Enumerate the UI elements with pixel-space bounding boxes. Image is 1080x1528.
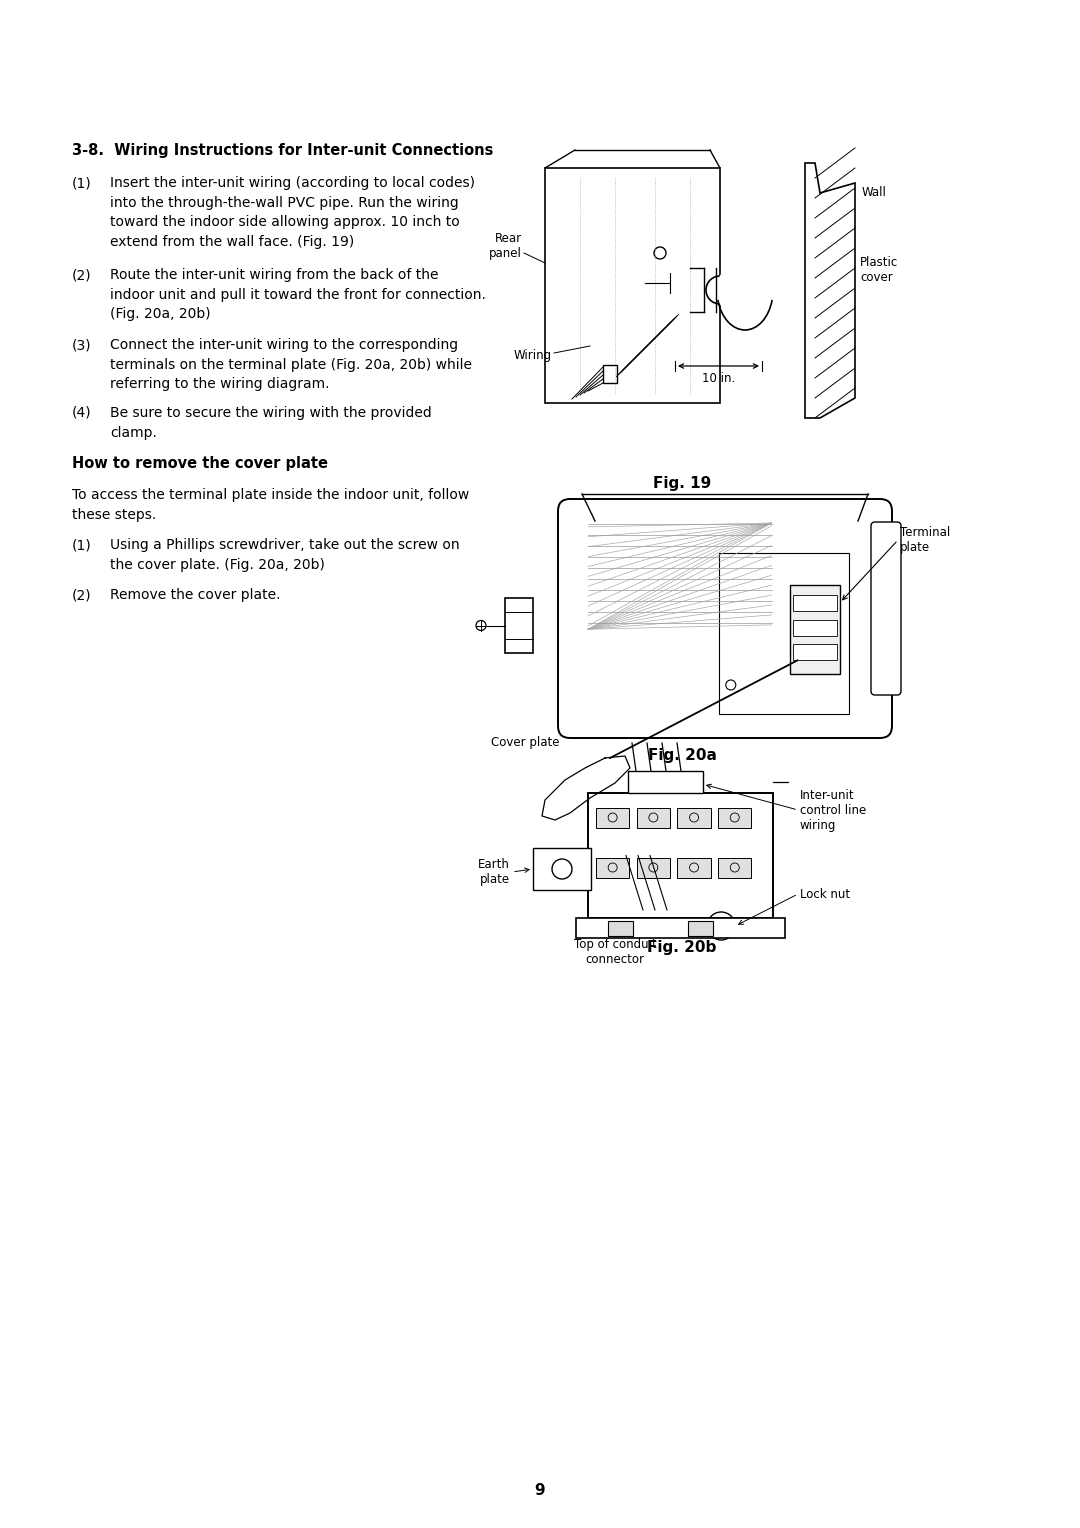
Text: (1): (1) <box>72 176 92 189</box>
Text: Fig. 19: Fig. 19 <box>653 477 711 490</box>
Bar <box>505 597 534 652</box>
Text: these steps.: these steps. <box>72 507 157 521</box>
Circle shape <box>731 277 759 304</box>
Text: 10 in.: 10 in. <box>702 371 735 385</box>
Text: into the through-the-wall PVC pipe. Run the wiring: into the through-the-wall PVC pipe. Run … <box>110 196 459 209</box>
Text: referring to the wiring diagram.: referring to the wiring diagram. <box>110 377 329 391</box>
Bar <box>637 857 670 877</box>
Bar <box>688 921 713 937</box>
Text: Using a Phillips screwdriver, take out the screw on: Using a Phillips screwdriver, take out t… <box>110 538 460 552</box>
Bar <box>718 857 752 877</box>
Text: terminals on the terminal plate (Fig. 20a, 20b) while: terminals on the terminal plate (Fig. 20… <box>110 358 472 371</box>
Text: Wall: Wall <box>862 186 887 199</box>
Text: Terminal
plate: Terminal plate <box>900 526 950 555</box>
Text: Fig. 20a: Fig. 20a <box>648 749 716 762</box>
Bar <box>588 793 773 918</box>
Text: Remove the cover plate.: Remove the cover plate. <box>110 588 281 602</box>
FancyBboxPatch shape <box>558 500 892 738</box>
Text: (1): (1) <box>72 538 92 552</box>
Bar <box>637 807 670 828</box>
Text: Fig. 20b: Fig. 20b <box>647 940 717 955</box>
Bar <box>718 807 752 828</box>
Text: 9: 9 <box>535 1484 545 1497</box>
Bar <box>596 857 630 877</box>
Bar <box>791 585 840 674</box>
Polygon shape <box>805 163 855 419</box>
Text: Be sure to secure the wiring with the provided: Be sure to secure the wiring with the pr… <box>110 406 432 420</box>
Text: (Fig. 20a, 20b): (Fig. 20a, 20b) <box>110 307 211 321</box>
Text: extend from the wall face. (Fig. 19): extend from the wall face. (Fig. 19) <box>110 234 354 249</box>
Bar <box>794 619 837 636</box>
Text: Inter-unit
control line
wiring: Inter-unit control line wiring <box>800 788 866 831</box>
Text: (3): (3) <box>72 338 92 351</box>
Bar <box>534 848 591 889</box>
Text: Top of conduit
connector: Top of conduit connector <box>573 938 657 966</box>
Text: Wiring: Wiring <box>514 350 552 362</box>
FancyBboxPatch shape <box>870 523 901 695</box>
Text: Route the inter-unit wiring from the back of the: Route the inter-unit wiring from the bac… <box>110 267 438 283</box>
Text: (4): (4) <box>72 406 92 420</box>
Circle shape <box>717 261 773 318</box>
Bar <box>794 594 837 611</box>
Text: Connect the inter-unit wiring to the corresponding: Connect the inter-unit wiring to the cor… <box>110 338 458 351</box>
Text: (2): (2) <box>72 588 92 602</box>
Text: Rear
panel: Rear panel <box>489 232 522 260</box>
Text: How to remove the cover plate: How to remove the cover plate <box>72 455 328 471</box>
Text: indoor unit and pull it toward the front for connection.: indoor unit and pull it toward the front… <box>110 287 486 301</box>
Text: toward the indoor side allowing approx. 10 inch to: toward the indoor side allowing approx. … <box>110 215 460 229</box>
Bar <box>719 553 849 714</box>
Bar <box>588 523 771 630</box>
Text: Lock nut: Lock nut <box>800 888 850 900</box>
Text: Cover plate: Cover plate <box>490 736 559 749</box>
Text: To access the terminal plate inside the indoor unit, follow: To access the terminal plate inside the … <box>72 487 469 503</box>
Text: (2): (2) <box>72 267 92 283</box>
Text: Plastic
cover: Plastic cover <box>860 257 899 284</box>
Bar <box>603 365 617 384</box>
Bar <box>794 645 837 660</box>
Text: Insert the inter-unit wiring (according to local codes): Insert the inter-unit wiring (according … <box>110 176 475 189</box>
Text: 3-8.  Wiring Instructions for Inter-unit Connections: 3-8. Wiring Instructions for Inter-unit … <box>72 144 494 157</box>
Bar <box>596 807 630 828</box>
Text: clamp.: clamp. <box>110 425 157 440</box>
Bar <box>677 857 711 877</box>
Bar <box>677 807 711 828</box>
Bar <box>576 918 785 938</box>
Bar <box>627 772 703 793</box>
FancyBboxPatch shape <box>545 168 720 403</box>
Bar <box>608 921 633 937</box>
Text: Earth
plate: Earth plate <box>478 859 510 886</box>
Text: the cover plate. (Fig. 20a, 20b): the cover plate. (Fig. 20a, 20b) <box>110 558 325 571</box>
